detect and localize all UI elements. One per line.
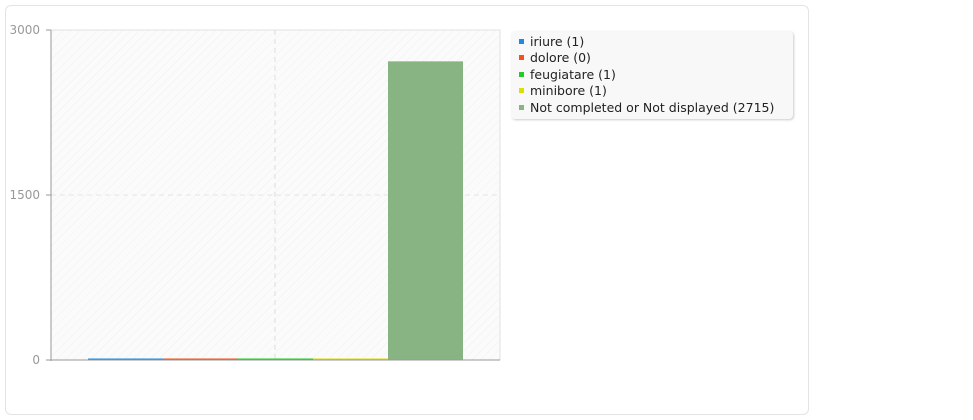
y-tick-label: 1500 (9, 188, 40, 202)
y-tick-label: 0 (32, 353, 40, 367)
legend-label: Not completed or Not displayed (2715) (530, 99, 775, 115)
legend-item[interactable]: feugiatare (1) (511, 66, 793, 83)
legend-item[interactable]: dolore (0) (511, 50, 793, 67)
bar-minibore[interactable] (313, 358, 388, 361)
legend-label: iriure (1) (530, 33, 585, 49)
legend-swatch (519, 38, 524, 44)
legend-swatch (519, 88, 524, 94)
bar-dolore[interactable] (163, 358, 238, 361)
legend-swatch (519, 55, 524, 61)
legend-label: feugiatare (1) (530, 66, 616, 82)
legend: iriure (1) dolore (0) feugiatare (1) minibo… (511, 31, 793, 119)
legend-swatch (519, 104, 524, 110)
legend-label: dolore (0) (530, 50, 591, 66)
legend-item[interactable]: Not completed or Not displayed (2715) (511, 99, 793, 116)
legend-item[interactable]: iriure (1) (511, 33, 793, 50)
bar-iriure[interactable] (88, 358, 163, 361)
legend-label: minibore (1) (530, 83, 607, 99)
bar-not-completed-or-not-displayed[interactable] (388, 61, 463, 360)
y-tick-label: 3000 (9, 23, 40, 37)
bar-feugiatare[interactable] (238, 358, 313, 361)
legend-item[interactable]: minibore (1) (511, 83, 793, 100)
legend-swatch (519, 71, 524, 77)
